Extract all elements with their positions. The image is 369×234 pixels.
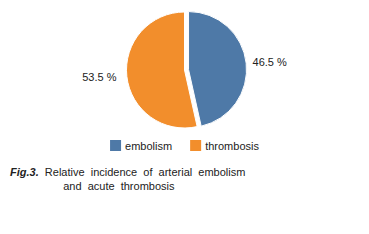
caption-line: Relative incidence of arterial embolism bbox=[39, 166, 246, 178]
legend-swatch bbox=[190, 140, 201, 151]
pie: 46.5 % 53.5 % bbox=[82, 12, 287, 128]
caption-text: Relative incidence of arterial embolism … bbox=[39, 166, 246, 192]
legend-label: thrombosis bbox=[205, 140, 259, 152]
legend-item: thrombosis bbox=[190, 140, 259, 152]
pie-slice bbox=[189, 12, 247, 127]
caption-line: and acute thrombosis bbox=[39, 180, 175, 192]
pie-slice bbox=[126, 12, 197, 128]
legend-label: embolism bbox=[125, 140, 172, 152]
legend: embolism thrombosis bbox=[110, 140, 259, 152]
data-label: 46.5 % bbox=[253, 56, 287, 68]
data-label: 53.5 % bbox=[82, 71, 116, 83]
chart: 46.5 % 53.5 % embolism thrombosis Fig.3. Rel… bbox=[0, 0, 369, 234]
legend-swatch bbox=[110, 140, 121, 151]
caption: Fig.3. Relative incidence of arterial em… bbox=[10, 166, 245, 192]
caption-label: Fig.3. bbox=[10, 166, 39, 178]
legend-item: embolism bbox=[110, 140, 172, 152]
